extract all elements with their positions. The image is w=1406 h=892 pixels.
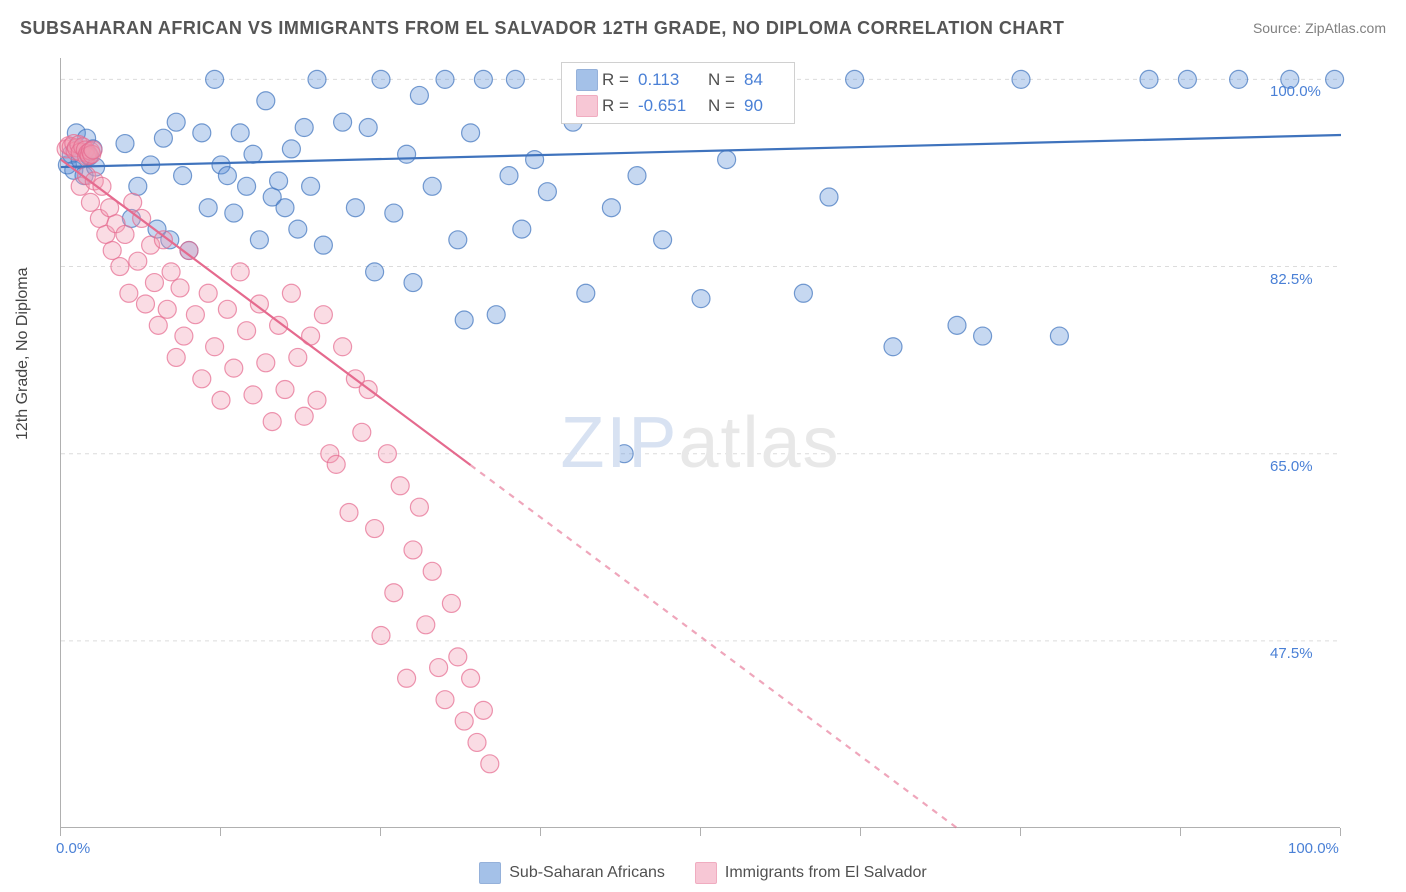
x-tick-mark [60, 828, 61, 836]
stat-swatch [576, 69, 598, 91]
bottom-legend: Sub-Saharan Africans Immigrants from El … [0, 862, 1406, 884]
stat-r-label: R = [602, 96, 638, 116]
x-tick-mark [1020, 828, 1021, 836]
stats-legend-box: R =0.113N =84 R =-0.651N =90 [561, 62, 795, 124]
x-min-label: 0.0% [56, 840, 90, 857]
stat-swatch [576, 95, 598, 117]
x-tick-mark [1340, 828, 1341, 836]
y-tick-label: 65.0% [1270, 458, 1313, 475]
y-tick-label: 100.0% [1270, 83, 1321, 100]
legend-item-pink: Immigrants from El Salvador [695, 862, 927, 884]
x-max-label: 100.0% [1288, 840, 1339, 857]
y-axis-label: 12th Grade, No Diploma [14, 267, 32, 440]
x-tick-mark [700, 828, 701, 836]
legend-swatch-blue [479, 862, 501, 884]
stat-r-label: R = [602, 70, 638, 90]
chart-title: SUBSAHARAN AFRICAN VS IMMIGRANTS FROM EL… [20, 18, 1064, 39]
stat-n-label: N = [708, 96, 744, 116]
chart-svg [61, 58, 1341, 828]
legend-swatch-pink [695, 862, 717, 884]
legend-label-blue: Sub-Saharan Africans [509, 864, 665, 882]
y-tick-label: 47.5% [1270, 645, 1313, 662]
x-tick-mark [540, 828, 541, 836]
x-tick-mark [860, 828, 861, 836]
stat-r-value: 0.113 [638, 70, 708, 90]
x-tick-mark [1180, 828, 1181, 836]
stat-n-value: 90 [744, 96, 780, 116]
y-tick-label: 82.5% [1270, 271, 1313, 288]
x-tick-mark [220, 828, 221, 836]
x-tick-mark [380, 828, 381, 836]
legend-item-blue: Sub-Saharan Africans [479, 862, 665, 884]
stat-n-value: 84 [744, 70, 780, 90]
stat-r-value: -0.651 [638, 96, 708, 116]
stat-n-label: N = [708, 70, 744, 90]
plot-area: ZIPatlas R =0.113N =84R =-0.651N =90 [60, 58, 1340, 828]
legend-label-pink: Immigrants from El Salvador [725, 864, 927, 882]
source-label: Source: ZipAtlas.com [1253, 20, 1386, 36]
